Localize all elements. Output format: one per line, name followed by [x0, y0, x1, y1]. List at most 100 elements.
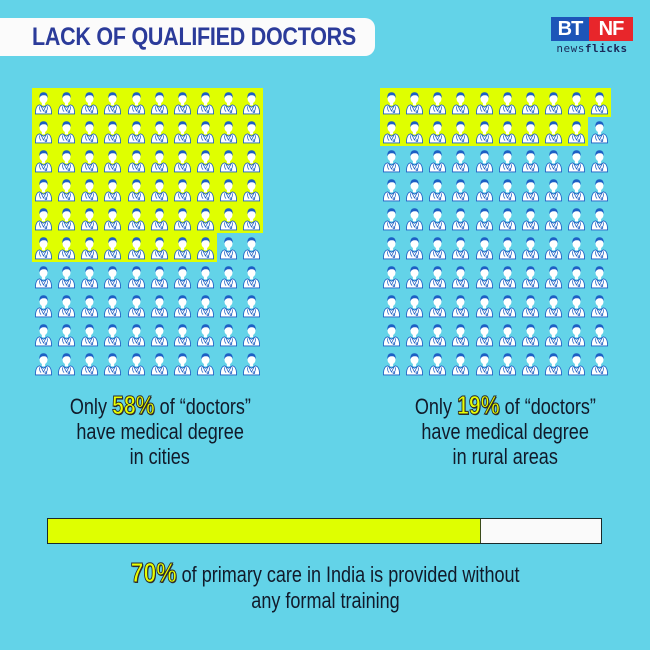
doctor-icon	[472, 320, 495, 349]
logo-subtitle: newsflicks	[551, 42, 633, 55]
doctor-icon	[124, 204, 148, 234]
doctor-icon	[588, 320, 611, 349]
doctor-icon	[78, 262, 101, 291]
doctor-icon	[55, 88, 79, 118]
doctor-icon	[32, 204, 56, 234]
doctor-icon	[193, 88, 218, 118]
doctor-icon	[124, 146, 148, 176]
doctor-icon	[542, 233, 565, 262]
doctor-icon	[472, 117, 496, 147]
doctor-icon	[193, 146, 218, 176]
doctor-icon	[403, 262, 426, 291]
doctor-icon	[194, 320, 217, 349]
doctor-icon	[426, 146, 449, 175]
logo-mark: BT NF	[551, 17, 633, 41]
doctor-icon	[55, 233, 79, 263]
doctor-icon	[403, 233, 426, 262]
doctor-icon	[542, 146, 565, 175]
doctor-icon	[217, 291, 240, 320]
doctor-icon	[496, 175, 519, 204]
doctor-icon	[565, 349, 588, 378]
doctor-icon	[216, 204, 241, 234]
doctor-icon	[519, 291, 542, 320]
doctor-icon	[124, 175, 148, 205]
doctor-icon	[55, 349, 78, 378]
doctor-icon	[403, 146, 426, 175]
doctor-icon	[147, 175, 171, 205]
caption-line3: in rural areas	[452, 444, 558, 469]
doctor-icon	[78, 175, 102, 205]
doctor-icon	[426, 175, 449, 204]
caption-line2: have medical degree	[421, 419, 589, 444]
doctor-icon	[101, 204, 125, 234]
doctor-icon	[542, 262, 565, 291]
caption-cities: Only 58% of “doctors” have medical degre…	[0, 392, 320, 470]
doctor-icon	[55, 291, 78, 320]
percent-highlight: 70%	[130, 557, 177, 588]
doctor-icon	[170, 88, 194, 118]
doctor-icon	[380, 117, 404, 147]
doctor-icon	[542, 204, 565, 233]
waffle-grid-rural	[380, 88, 612, 378]
doctor-icon	[565, 204, 588, 233]
doctor-icon	[239, 146, 264, 176]
doctor-icon	[587, 88, 612, 118]
doctor-icon	[171, 320, 194, 349]
doctor-icon	[588, 175, 611, 204]
doctor-icon	[170, 146, 194, 176]
doctor-icon	[519, 262, 542, 291]
doctor-icon	[565, 175, 588, 204]
doctor-icon	[449, 349, 472, 378]
doctor-icon	[170, 233, 194, 263]
doctor-icon	[542, 291, 565, 320]
doctor-icon	[426, 204, 449, 233]
doctor-icon	[78, 233, 102, 263]
doctor-icon	[101, 291, 124, 320]
doctor-icon	[449, 88, 473, 118]
doctor-icon	[380, 291, 403, 320]
caption-line2: have medical degree	[76, 419, 244, 444]
doctor-icon	[542, 175, 565, 204]
caption-rural: Only 19% of “doctors” have medical degre…	[360, 392, 650, 470]
doctor-icon	[518, 88, 542, 118]
doctor-icon	[78, 146, 102, 176]
doctor-icon	[124, 117, 148, 147]
doctor-icon	[496, 291, 519, 320]
doctor-icon	[519, 204, 542, 233]
doctor-icon	[519, 146, 542, 175]
doctor-icon	[380, 204, 403, 233]
doctor-icon	[148, 349, 171, 378]
doctor-icon	[495, 117, 519, 147]
doctor-icon	[565, 320, 588, 349]
doctor-icon	[426, 262, 449, 291]
doctor-icon	[240, 262, 263, 291]
doctor-icon	[588, 291, 611, 320]
doctor-icon	[78, 117, 102, 147]
doctor-icon	[380, 233, 403, 262]
doctor-icon	[449, 262, 472, 291]
doctor-icon	[193, 233, 218, 263]
caption-prefix: Only	[414, 394, 457, 419]
doctor-icon	[239, 204, 264, 234]
doctor-icon	[124, 291, 147, 320]
doctor-icon	[426, 117, 450, 147]
doctor-icon	[472, 349, 495, 378]
doctor-icon	[101, 175, 125, 205]
doctor-icon	[78, 320, 101, 349]
doctor-icon	[239, 175, 264, 205]
doctor-icon	[78, 349, 101, 378]
doctor-icon	[216, 117, 241, 147]
doctor-icon	[101, 349, 124, 378]
doctor-icon	[170, 117, 194, 147]
doctor-icon	[564, 88, 589, 118]
doctor-icon	[101, 233, 125, 263]
doctor-icon	[403, 320, 426, 349]
doctor-icon	[519, 233, 542, 262]
caption-prefix: Only	[69, 394, 112, 419]
doctor-icon	[32, 117, 56, 147]
doctor-icon	[216, 175, 241, 205]
doctor-icon	[588, 117, 611, 146]
title-banner: LACK OF QUALIFIED DOCTORS	[0, 18, 375, 56]
doctor-icon	[171, 349, 194, 378]
doctor-icon	[193, 117, 218, 147]
